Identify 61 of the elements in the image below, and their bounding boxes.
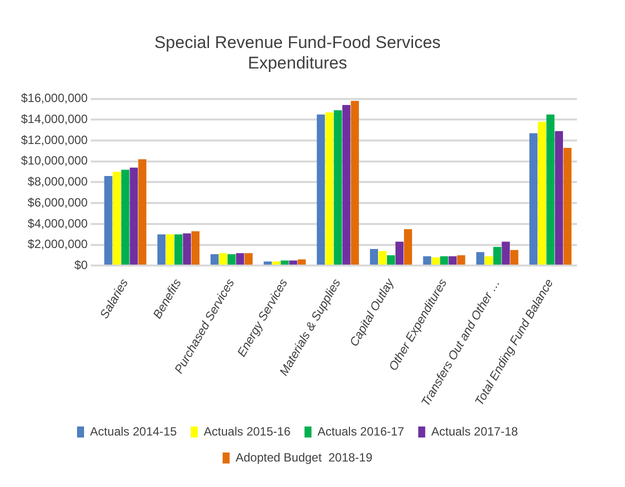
y-tick-label: $2,000,000 — [28, 237, 88, 252]
legend-label: Actuals 2014-15 — [90, 424, 178, 438]
legend-label: Actuals 2017-18 — [431, 424, 518, 438]
bar — [112, 172, 121, 265]
bar — [529, 133, 538, 265]
y-tick-label: $12,000,000 — [21, 132, 88, 147]
bar — [130, 168, 138, 265]
bar — [502, 242, 510, 265]
bar — [484, 256, 493, 265]
bar — [448, 256, 457, 265]
bar — [272, 261, 280, 265]
bar — [182, 233, 191, 265]
bar — [538, 122, 546, 265]
bar — [440, 256, 448, 265]
bar — [228, 254, 236, 265]
bar — [476, 252, 484, 265]
bar — [378, 251, 387, 265]
bar — [316, 114, 325, 265]
bar — [350, 100, 359, 265]
bar — [386, 255, 396, 265]
bar — [219, 253, 228, 265]
bar — [342, 105, 350, 265]
bar — [404, 229, 412, 265]
bar — [289, 260, 298, 265]
bar — [138, 159, 146, 265]
bar — [298, 259, 306, 265]
bar — [457, 255, 466, 265]
bar — [563, 148, 572, 265]
bar — [432, 257, 440, 265]
bar — [157, 234, 166, 265]
bar — [370, 248, 378, 265]
legend-label: Adopted Budget 2018-19 — [236, 450, 373, 464]
y-tick-label: $14,000,000 — [21, 112, 88, 126]
bar — [174, 234, 182, 265]
y-tick-label: $0 — [74, 258, 88, 272]
bar — [166, 234, 174, 265]
bar — [546, 114, 554, 265]
bar — [493, 246, 502, 265]
bar — [334, 110, 342, 265]
bar — [280, 260, 289, 265]
legend-label: Actuals 2016-17 — [318, 424, 405, 438]
text: Expenditures — [248, 53, 348, 72]
y-tick-label: $8,000,000 — [28, 174, 88, 189]
bar — [236, 253, 244, 265]
bar — [510, 250, 518, 265]
bar — [210, 254, 219, 265]
text: Special Revenue Fund-Food Services — [154, 32, 441, 52]
y-tick-label: $6,000,000 — [28, 195, 88, 210]
legend-label: Actuals 2015-16 — [204, 424, 291, 438]
y-tick-label: $4,000,000 — [28, 216, 88, 230]
y-tick-label: $16,000,000 — [21, 91, 88, 106]
bar — [264, 261, 272, 265]
bar — [104, 176, 112, 265]
bar — [191, 231, 200, 265]
bar — [244, 253, 253, 265]
bar — [395, 242, 404, 265]
bar — [121, 170, 130, 265]
bar — [554, 131, 563, 265]
bar — [423, 256, 432, 265]
bar — [325, 112, 334, 265]
y-tick-label: $10,000,000 — [21, 154, 88, 168]
